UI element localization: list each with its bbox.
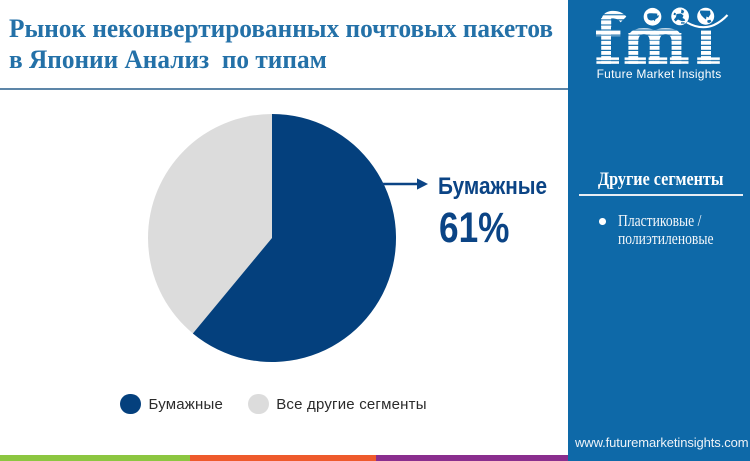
svg-text:Future Market Insights: Future Market Insights — [597, 67, 722, 81]
